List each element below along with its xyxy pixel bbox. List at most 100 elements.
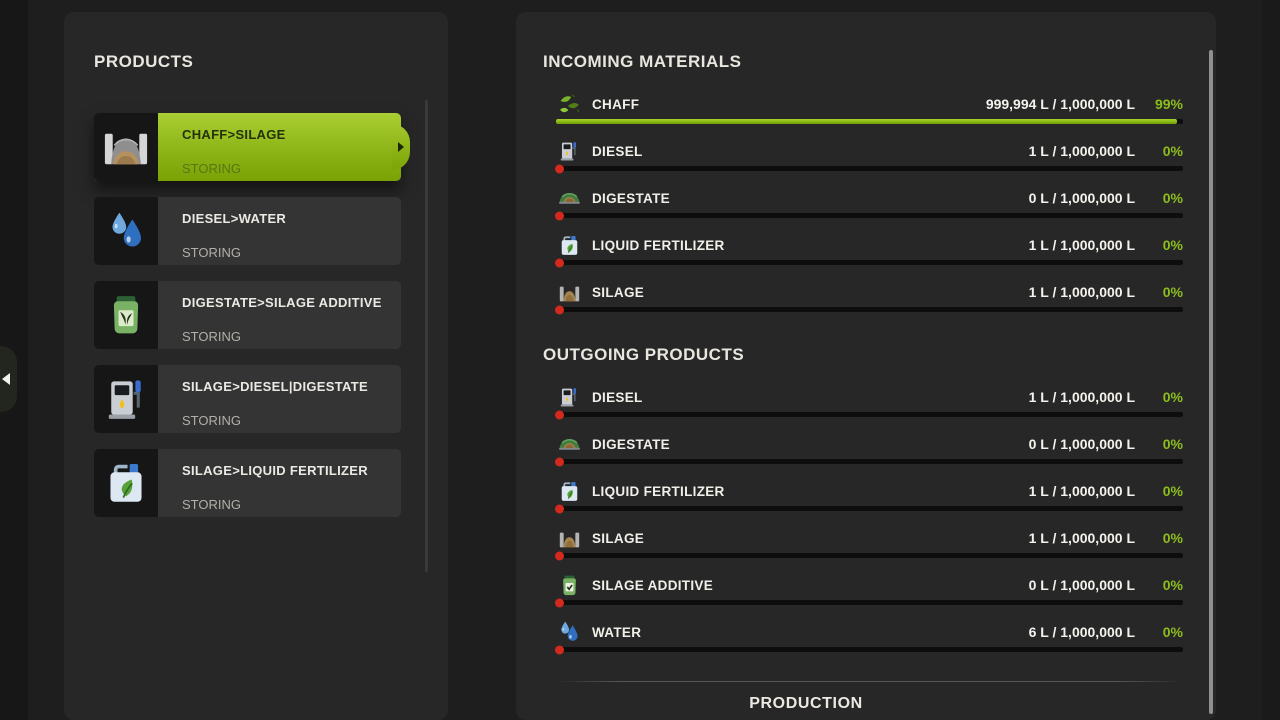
product-name: SILAGE>LIQUID FERTILIZER [182, 463, 368, 478]
material-row-diesel: DIESEL 1 L / 1,000,000 L 0% [555, 137, 1183, 184]
outgoing-products-title: OUTGOING PRODUCTS [543, 345, 745, 364]
material-name: DIESEL [592, 143, 643, 159]
material-name: SILAGE [592, 284, 645, 300]
material-amount: 999,994 L / 1,000,000 L [985, 96, 1135, 112]
products-list: CHAFF>SILAGE STORING DIESEL>WATER STORIN… [94, 113, 404, 533]
fertilizer-canister-icon [556, 478, 582, 504]
capacity-bar [555, 258, 1183, 267]
empty-dot [555, 164, 564, 173]
material-percent: 99% [1154, 96, 1183, 112]
product-name: DIESEL>WATER [182, 211, 287, 226]
material-name: LIQUID FERTILIZER [592, 483, 725, 499]
fuel-pump-icon [556, 138, 582, 164]
capacity-bar [556, 119, 1183, 124]
product-item-silage-diesel-digestate[interactable]: SILAGE>DIESEL|DIGESTATE STORING [94, 365, 401, 433]
material-row-digestate: DIGESTATE 0 L / 1,000,000 L 0% [555, 430, 1183, 477]
chaff-icon [556, 91, 582, 117]
empty-dot [555, 457, 564, 466]
materials-scrollbar[interactable] [1209, 50, 1213, 714]
material-percent: 0% [1162, 284, 1183, 300]
material-percent: 0% [1162, 190, 1183, 206]
empty-dot [555, 645, 564, 654]
material-percent: 0% [1162, 530, 1183, 546]
material-amount: 1 L / 1,000,000 L [1028, 389, 1135, 405]
product-item-chaff-silage[interactable]: CHAFF>SILAGE STORING [94, 113, 404, 181]
product-item-digestate-silage-additive[interactable]: DIGESTATE>SILAGE ADDITIVE STORING [94, 281, 401, 349]
material-row-silage-additive: SILAGE ADDITIVE 0 L / 1,000,000 L 0% [555, 571, 1183, 618]
material-percent: 0% [1162, 483, 1183, 499]
product-item-silage-liquid-fertilizer[interactable]: SILAGE>LIQUID FERTILIZER STORING [94, 449, 401, 517]
material-percent: 0% [1162, 389, 1183, 405]
capacity-bar [555, 551, 1183, 560]
water-drops-icon [556, 619, 582, 645]
empty-dot [555, 211, 564, 220]
product-item-diesel-water[interactable]: DIESEL>WATER STORING [94, 197, 401, 265]
materials-panel: INCOMING MATERIALS CHAFF 999,994 L / 1,0… [516, 12, 1216, 720]
material-name: CHAFF [592, 96, 640, 112]
page-left-tab[interactable] [0, 346, 17, 412]
silage-additive-jar-icon [556, 572, 582, 598]
capacity-bar [555, 410, 1183, 419]
material-row-diesel: DIESEL 1 L / 1,000,000 L 0% [555, 383, 1183, 430]
material-name: SILAGE ADDITIVE [592, 577, 714, 593]
additive-jar-icon [94, 281, 158, 349]
capacity-bar [555, 211, 1183, 220]
product-status: STORING [182, 497, 241, 512]
material-amount: 1 L / 1,000,000 L [1028, 143, 1135, 159]
material-row-water: WATER 6 L / 1,000,000 L 0% [555, 618, 1183, 665]
fuel-pump-icon [94, 365, 158, 433]
fuel-pump-icon [556, 384, 582, 410]
capacity-bar [555, 457, 1183, 466]
silage-bunker-icon [556, 525, 582, 551]
empty-dot [555, 410, 564, 419]
material-name: LIQUID FERTILIZER [592, 237, 725, 253]
material-percent: 0% [1162, 237, 1183, 253]
products-panel: PRODUCTS CHAFF>SILAGE STORING DIESEL>WAT… [64, 12, 448, 720]
material-row-silage: SILAGE 1 L / 1,000,000 L 0% [555, 278, 1183, 325]
empty-dot [555, 305, 564, 314]
material-amount: 0 L / 1,000,000 L [1028, 436, 1135, 452]
silage-bunker-icon [556, 279, 582, 305]
material-name: WATER [592, 624, 642, 640]
material-percent: 0% [1162, 577, 1183, 593]
product-status: STORING [182, 413, 241, 428]
production-section-title: PRODUCTION [749, 695, 863, 712]
digestate-icon [556, 185, 582, 211]
material-row-silage: SILAGE 1 L / 1,000,000 L 0% [555, 524, 1183, 571]
capacity-bar [555, 598, 1183, 607]
product-status: STORING [182, 329, 241, 344]
capacity-bar [555, 645, 1183, 654]
material-amount: 0 L / 1,000,000 L [1028, 190, 1135, 206]
products-scrollbar[interactable] [425, 100, 428, 572]
product-name: CHAFF>SILAGE [182, 127, 286, 142]
products-title: PRODUCTS [94, 52, 194, 71]
product-status: STORING [182, 245, 241, 260]
empty-dot [555, 551, 564, 560]
material-name: DIGESTATE [592, 190, 670, 206]
material-row-chaff: CHAFF 999,994 L / 1,000,000 L 99% [556, 90, 1183, 137]
digestate-icon [556, 431, 582, 457]
material-percent: 0% [1162, 624, 1183, 640]
capacity-bar-fill [556, 119, 1177, 124]
empty-dot [555, 258, 564, 267]
fertilizer-canister-icon [556, 232, 582, 258]
material-row-liquid-fertilizer: LIQUID FERTILIZER 1 L / 1,000,000 L 0% [555, 477, 1183, 524]
selected-arrow-icon [398, 142, 404, 152]
product-status: STORING [182, 161, 241, 176]
product-name: DIGESTATE>SILAGE ADDITIVE [182, 295, 382, 310]
material-percent: 0% [1162, 143, 1183, 159]
material-row-digestate: DIGESTATE 0 L / 1,000,000 L 0% [555, 184, 1183, 231]
water-drops-icon [94, 197, 158, 265]
material-name: DIGESTATE [592, 436, 670, 452]
material-amount: 1 L / 1,000,000 L [1028, 237, 1135, 253]
material-amount: 1 L / 1,000,000 L [1028, 483, 1135, 499]
right-edge-strip [1262, 0, 1280, 720]
material-row-liquid-fertilizer: LIQUID FERTILIZER 1 L / 1,000,000 L 0% [555, 231, 1183, 278]
capacity-bar [555, 504, 1183, 513]
fertilizer-canister-icon [94, 449, 158, 517]
section-divider [556, 681, 1183, 682]
material-amount: 0 L / 1,000,000 L [1028, 577, 1135, 593]
left-arrow-icon [2, 373, 10, 385]
product-name: SILAGE>DIESEL|DIGESTATE [182, 379, 368, 394]
